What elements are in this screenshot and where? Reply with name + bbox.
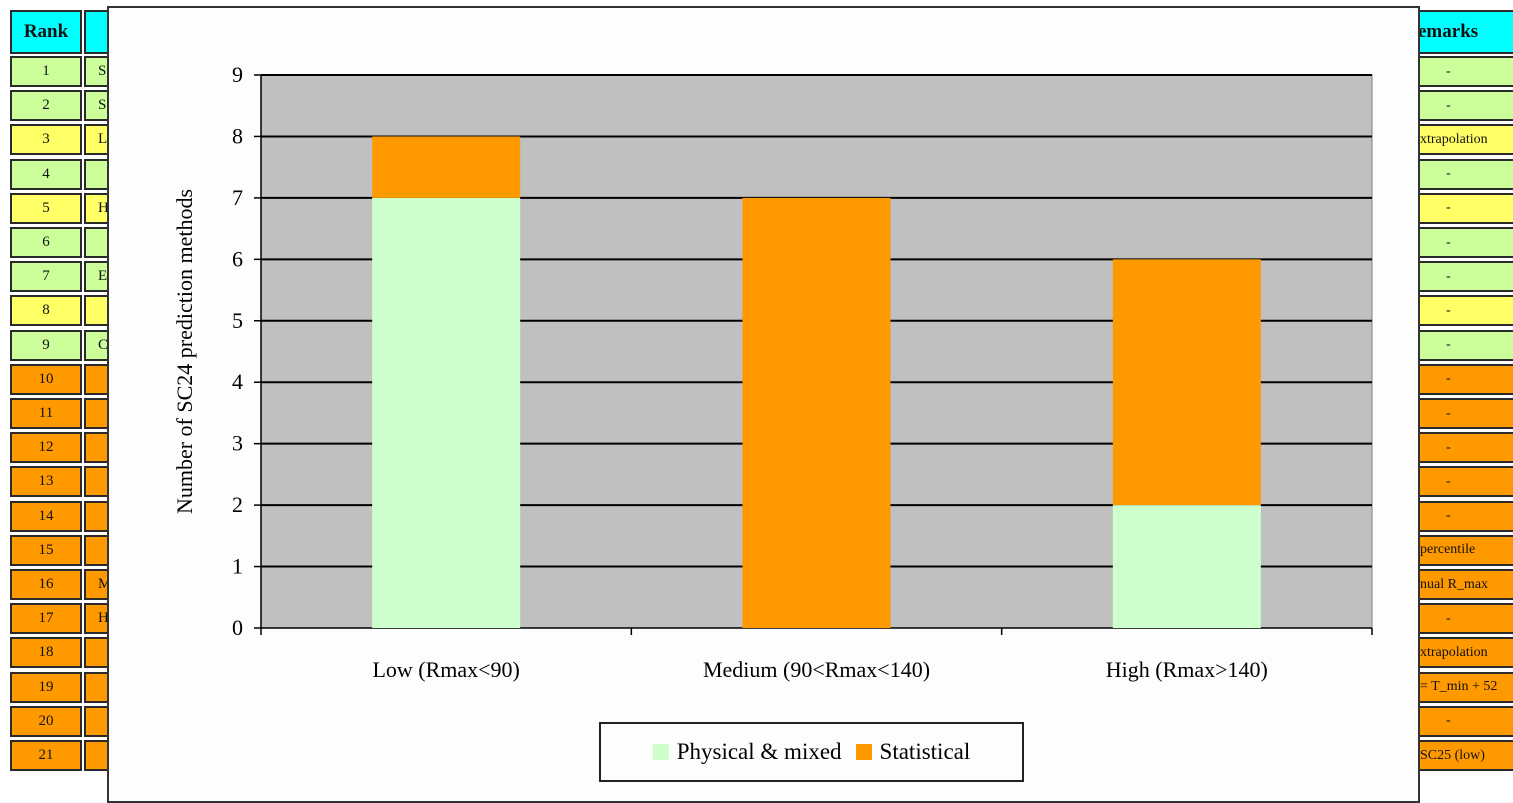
remark-cell: - [1418, 56, 1513, 87]
legend-label-physical: Physical & mixed [676, 739, 842, 764]
rank-cell: 14 [10, 500, 82, 532]
rank-cell: 15 [10, 534, 82, 566]
rank-cell: 4 [10, 158, 82, 190]
y-axis-title: Number of SC24 prediction methods [172, 189, 197, 514]
legend-label-statistical: Statistical [879, 739, 971, 764]
remark-cell: - [1418, 329, 1513, 361]
legend-swatch-physical [652, 744, 669, 760]
remark-cell: - [1418, 705, 1513, 737]
remark-cell: - [1418, 192, 1513, 224]
y-tick-label: 6 [232, 246, 243, 271]
stacked-bar-chart: 0 1 2 3 4 5 6 7 8 9 Low (Rmax<90) Medium (90<Rmax<1… [172, 62, 1373, 682]
rank-cell: 13 [10, 466, 82, 498]
rank-cell: 19 [10, 671, 82, 703]
remark-cell: - [1418, 227, 1513, 258]
rank-cell: 5 [10, 192, 82, 224]
remark-cell: - [1418, 466, 1513, 498]
remark-cell: - [1418, 432, 1513, 464]
remark-cell: SC25 (low) [1418, 740, 1513, 771]
bar-statistical-1 [742, 197, 891, 628]
rank-cell: 8 [10, 295, 82, 327]
y-tick-label: 2 [232, 492, 243, 517]
legend-swatch-statistical [855, 744, 872, 760]
x-category-label: Low (Rmax<90) [372, 657, 519, 682]
remark-cell: = T_min + 52 [1418, 671, 1513, 703]
rank-cell: 6 [10, 227, 82, 258]
legend-item-physical: Physical & mixed [652, 739, 842, 765]
remark-cell: - [1418, 500, 1513, 532]
y-tick-label: 9 [232, 62, 243, 87]
y-tick-label: 0 [232, 615, 243, 640]
rank-cell: 11 [10, 398, 82, 429]
x-category-label: High (Rmax>140) [1106, 657, 1268, 682]
remark-cell: - [1418, 295, 1513, 327]
legend-item-statistical: Statistical [855, 739, 971, 765]
header-rank: Rank [10, 10, 82, 54]
y-tick-label: 4 [232, 369, 243, 394]
rank-cell: 18 [10, 637, 82, 669]
remark-cell: - [1418, 363, 1513, 395]
remark-cell: xtrapolation [1418, 124, 1513, 156]
x-category-label: Medium (90<Rmax<140) [703, 657, 930, 682]
rank-cell: 1 [10, 56, 82, 87]
remark-cell: - [1418, 398, 1513, 429]
rank-cell: 16 [10, 569, 82, 600]
background-table-left: Rank 1 S 2 S 3 L 4 5 H 6 7 E 8 9 C 10 11 12 13 14 15 16 M 17 H 18 1… [0, 0, 124, 803]
y-tick-label: 8 [232, 123, 243, 148]
rank-cell: 2 [10, 90, 82, 122]
y-tick-label: 7 [232, 185, 243, 210]
remark-cell: - [1418, 603, 1513, 635]
rank-cell: 12 [10, 432, 82, 464]
remark-cell: nual R_max [1418, 569, 1513, 600]
chart-panel: 0 1 2 3 4 5 6 7 8 9 Low (Rmax<90) Medium (90<Rmax<1… [107, 6, 1420, 803]
rank-cell: 3 [10, 124, 82, 156]
rank-cell: 21 [10, 740, 82, 771]
bar-statistical-2 [1112, 259, 1261, 506]
remark-cell: xtrapolation [1418, 637, 1513, 669]
rank-cell: 9 [10, 329, 82, 361]
remark-cell: - [1418, 261, 1513, 293]
y-tick-label: 1 [232, 554, 243, 579]
chart-legend: Physical & mixed Statistical [599, 722, 1024, 782]
rank-cell: 20 [10, 705, 82, 737]
remark-cell: - [1418, 158, 1513, 190]
rank-cell: 10 [10, 363, 82, 395]
y-tick-label: 5 [232, 308, 243, 333]
remark-cell: - [1418, 90, 1513, 122]
rank-cell: 17 [10, 603, 82, 635]
bar-physical-0 [372, 197, 521, 628]
background-table-right: emarks - - xtrapolation - - - - - - - - - - - percentil… [1418, 0, 1513, 803]
bar-statistical-0 [372, 136, 521, 198]
remark-cell: percentile [1418, 534, 1513, 566]
header-remarks: emarks [1418, 10, 1513, 54]
rank-cell: 7 [10, 261, 82, 293]
bar-physical-2 [1112, 505, 1261, 628]
y-tick-label: 3 [232, 431, 243, 456]
